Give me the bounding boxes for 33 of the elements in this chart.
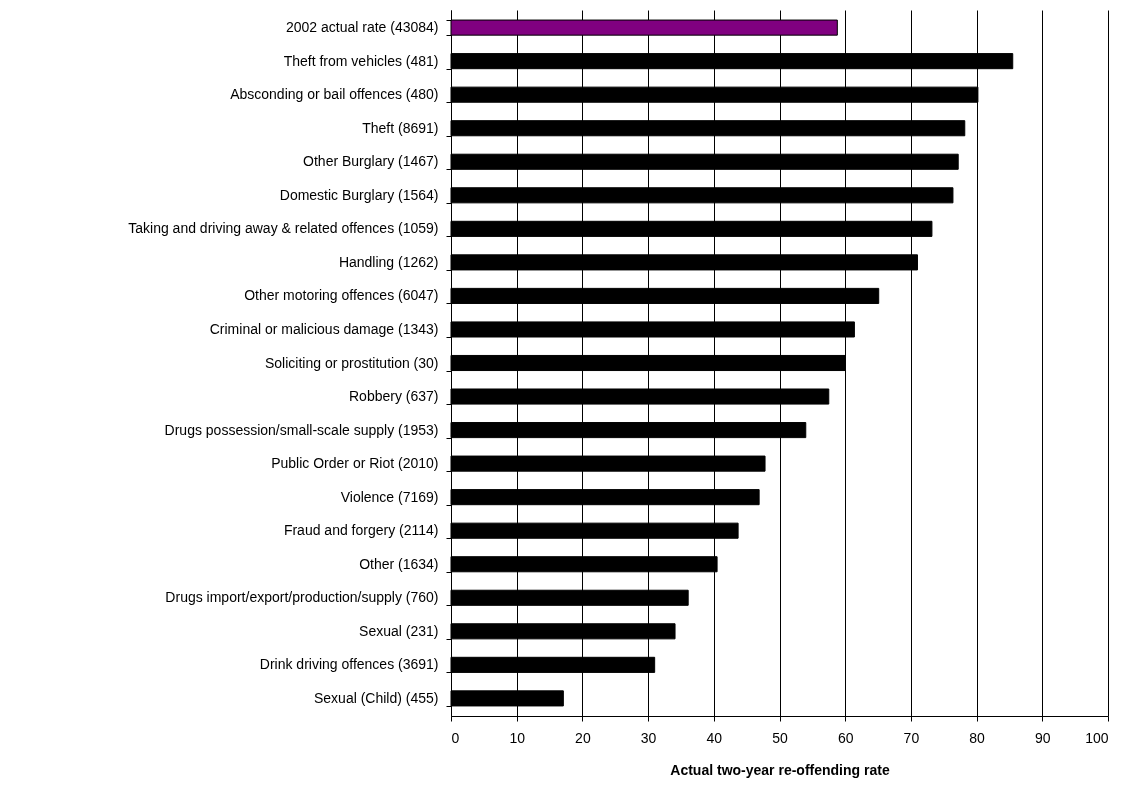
y-tick-label: Other motoring offences (6047) [244, 287, 439, 304]
x-tick-label: 40 [706, 729, 723, 746]
y-tick-label: Violence (7169) [340, 488, 439, 505]
y-tick-label: Domestic Burglary (1564) [279, 186, 439, 203]
y-tick-label: Criminal or malicious damage (1343) [209, 320, 439, 337]
x-axis-title: Actual two-year re-offending rate [670, 761, 890, 778]
y-tick-label: Drugs possession/small-scale supply (1953) [164, 421, 439, 438]
x-tick-label: 60 [837, 729, 854, 746]
x-tick-label: 70 [903, 729, 920, 746]
y-tick-label: Sexual (Child) (455) [314, 689, 439, 706]
y-tick-label: Drugs import/export/production/supply (760) [165, 589, 439, 606]
x-tick-label: 80 [969, 729, 986, 746]
y-tick-label: Drink driving offences (3691) [259, 656, 439, 673]
y-tick-label: Other (1634) [359, 555, 439, 572]
x-tick-label: 10 [509, 729, 526, 746]
x-tick-label: 0 [451, 729, 460, 746]
x-tick-label: 90 [1035, 729, 1051, 746]
y-tick-label: Other Burglary (1467) [303, 153, 439, 170]
x-tick-label: 20 [575, 729, 591, 746]
y-tick-label: Theft (8691) [362, 119, 439, 136]
y-tick-label: Robbery (637) [349, 388, 439, 405]
x-tick-label: 50 [772, 729, 788, 746]
y-tick-label: Taking and driving away & related offences (1059) [128, 220, 439, 237]
y-tick-label: Fraud and forgery (2114) [283, 522, 439, 539]
y-tick-label: Absconding or bail offences (480) [230, 86, 439, 103]
x-tick-label: 30 [640, 729, 657, 746]
y-tick-label: Public Order or Riot (2010) [271, 455, 439, 472]
y-tick-label: Handling (1262) [338, 253, 439, 270]
y-tick-label: 2002 actual rate (43084) [285, 19, 439, 36]
x-tick-label: 100 [1085, 729, 1109, 746]
y-tick-label: Soliciting or prostitution (30) [264, 354, 439, 371]
y-tick-label: Sexual (231) [359, 622, 439, 639]
y-tick-label: Theft from vehicles (481) [283, 52, 439, 69]
